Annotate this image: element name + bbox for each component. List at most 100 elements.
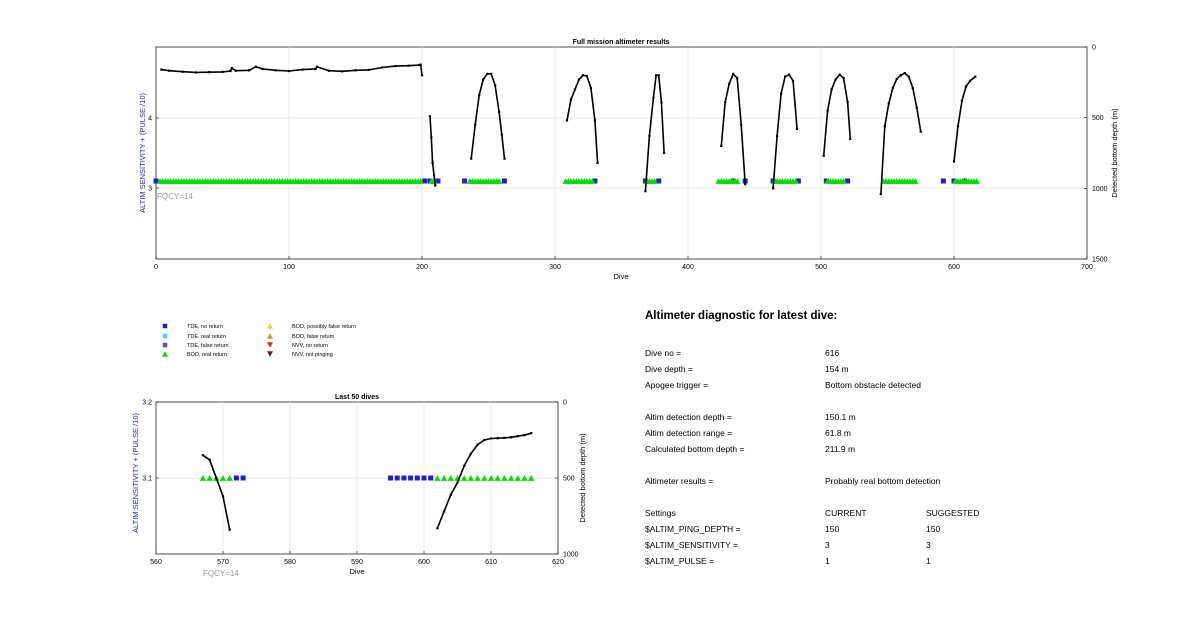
chart-title: Last 50 dives xyxy=(335,394,379,401)
bottom-depth-point xyxy=(354,69,357,72)
bottom-depth-point xyxy=(436,527,439,530)
bottom-depth-point xyxy=(432,173,436,177)
bottom-depth-point xyxy=(822,154,825,157)
tde-no-return-marker xyxy=(408,475,414,481)
bottom-depth-point xyxy=(593,119,596,122)
tde-no-return-marker xyxy=(940,178,946,184)
bottom-depth-point xyxy=(419,63,422,66)
bod-real-return-marker xyxy=(527,475,535,481)
settings-suggested: 1 xyxy=(926,556,931,566)
tde-no-return-marker xyxy=(422,178,428,184)
legend-label: NVV, no return xyxy=(292,343,328,349)
y-right-tick-label: 1500 xyxy=(1092,257,1108,264)
bottom-depth-point xyxy=(648,134,651,138)
bottom-depth-point xyxy=(879,192,882,196)
bottom-depth-point xyxy=(428,115,432,118)
bottom-depth-point xyxy=(849,137,852,140)
bod-real-return-marker xyxy=(840,178,847,184)
bottom-depth-line xyxy=(822,73,852,156)
bottom-depth-point xyxy=(483,438,486,442)
tde-no-return-marker xyxy=(462,178,468,184)
bottom-depth-point xyxy=(381,66,384,69)
bottom-depth-point xyxy=(652,96,655,99)
legend-marker xyxy=(267,342,273,348)
diagnostic-value: Probably real bottom detection xyxy=(825,476,941,486)
bottom-depth-point xyxy=(221,495,225,498)
diagnostic-label: Apogee trigger = xyxy=(645,380,709,390)
bod-real-return-marker xyxy=(467,475,475,481)
bod-real-return-marker xyxy=(501,475,508,481)
x-tick-label: 400 xyxy=(682,264,694,271)
bottom-depth-point xyxy=(498,110,501,114)
bod-real-return-marker xyxy=(521,475,528,481)
diagnostic-value: 150.1 m xyxy=(825,412,856,422)
y-left-tick-label: 4 xyxy=(148,116,152,123)
bottom-depth-point xyxy=(476,443,479,446)
bottom-depth-point xyxy=(887,102,890,105)
diagnostic-row-detection-depth: Altim detection depth = 150.1 m xyxy=(645,412,1165,424)
settings-suggested: 3 xyxy=(926,540,931,550)
bod-real-return-marker xyxy=(474,475,481,481)
bottom-depth-point xyxy=(883,125,886,128)
bod-real-return-marker xyxy=(507,475,515,481)
bottom-depth-point xyxy=(744,182,747,186)
bottom-depth-point xyxy=(503,436,506,439)
y-left-tick-label: 3.1 xyxy=(142,476,152,483)
legend-marker xyxy=(162,323,168,329)
x-tick-label: 580 xyxy=(284,559,296,566)
bod-real-return-marker xyxy=(417,178,424,184)
bottom-depth-point xyxy=(974,75,977,78)
chart-title: Full mission altimeter results xyxy=(573,39,670,46)
bottom-depth-point xyxy=(431,161,434,164)
bottom-depth-point xyxy=(160,68,163,71)
bod-real-return-marker xyxy=(226,475,233,481)
bottom-depth-point xyxy=(776,134,779,138)
diagnostic-value: 211.9 m xyxy=(825,444,856,454)
settings-suggested: 150 xyxy=(926,524,941,534)
bod-real-return-marker xyxy=(733,178,741,184)
legend-marker xyxy=(267,333,273,339)
bottom-depth-point xyxy=(907,75,910,78)
bottom-depth-point xyxy=(394,64,397,68)
bod-real-return-marker xyxy=(206,475,213,481)
bod-real-return-marker xyxy=(447,475,455,481)
x-tick-label: 590 xyxy=(351,559,363,566)
bottom-depth-point xyxy=(915,106,918,109)
settings-row-sensitivity: $ALTIM_SENSITIVITY = 3 3 xyxy=(645,540,1165,552)
settings-current: 150 xyxy=(825,524,840,534)
legend-label: TDE, real return xyxy=(187,334,226,340)
bottom-depth-point xyxy=(838,73,841,76)
bottom-depth-point xyxy=(430,136,433,139)
bottom-depth-point xyxy=(434,184,437,187)
bottom-depth-point xyxy=(662,151,666,155)
bottom-depth-point xyxy=(899,74,902,77)
diagnostic-row-dive-depth: Dive depth = 154 m xyxy=(645,364,1165,376)
bottom-depth-point xyxy=(315,65,319,68)
bottom-depth-point xyxy=(510,436,513,439)
bottom-depth-point xyxy=(903,72,906,75)
y-right-tick-label: 1000 xyxy=(563,552,579,559)
bottom-depth-point xyxy=(500,133,503,136)
x-tick-label: 610 xyxy=(485,559,497,566)
bottom-depth-point xyxy=(644,190,647,193)
bottom-depth-point xyxy=(589,86,593,90)
settings-label: $ALTIM_SENSITIVITY = xyxy=(645,540,738,550)
bottom-depth-point xyxy=(230,67,233,70)
legend-label: BOD, false return xyxy=(292,334,335,340)
x-axis-label: Dive xyxy=(613,272,628,281)
bod-real-return-marker xyxy=(219,475,227,481)
bottom-depth-point xyxy=(842,76,845,80)
settings-header: Settings xyxy=(645,508,676,518)
tde-no-return-marker xyxy=(414,475,420,481)
bottom-depth-point xyxy=(895,77,898,80)
x-tick-label: 0 xyxy=(154,264,158,271)
bottom-depth-point xyxy=(221,70,224,73)
bottom-depth-point xyxy=(482,78,485,81)
bottom-depth-point xyxy=(956,125,960,128)
bottom-depth-point xyxy=(449,493,452,496)
bottom-depth-point xyxy=(181,70,184,73)
bottom-depth-point xyxy=(826,109,829,112)
diagnostic-label: Calculated bottom depth = xyxy=(645,444,745,454)
bottom-depth-point xyxy=(208,458,211,461)
y-left-tick-label: 3.2 xyxy=(142,400,152,407)
